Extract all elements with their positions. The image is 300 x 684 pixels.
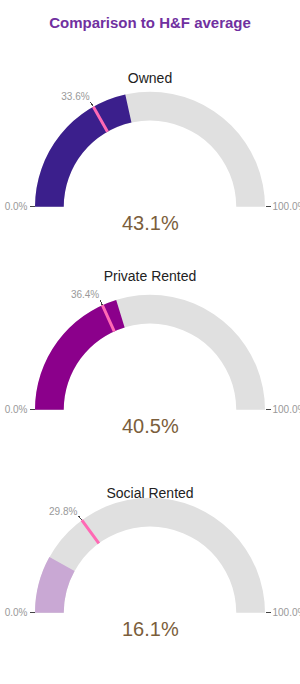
svg-text:100.0%: 100.0%	[273, 607, 300, 618]
svg-text:36.4%: 36.4%	[71, 289, 99, 300]
svg-text:0.0%: 0.0%	[5, 607, 28, 618]
svg-text:Private Rented: Private Rented	[104, 268, 197, 284]
svg-text:Comparison to H&F average: Comparison to H&F average	[49, 14, 251, 31]
svg-text:0.0%: 0.0%	[5, 201, 28, 212]
svg-text:Owned: Owned	[128, 70, 172, 86]
svg-text:43.1%: 43.1%	[122, 212, 179, 234]
svg-text:33.6%: 33.6%	[61, 91, 89, 102]
svg-text:100.0%: 100.0%	[273, 404, 300, 415]
svg-text:0.0%: 0.0%	[5, 404, 28, 415]
svg-text:16.1%: 16.1%	[122, 618, 179, 640]
svg-text:29.8%: 29.8%	[49, 506, 77, 517]
svg-text:40.5%: 40.5%	[122, 415, 179, 437]
svg-text:Social Rented: Social Rented	[106, 485, 193, 501]
svg-text:100.0%: 100.0%	[273, 201, 300, 212]
